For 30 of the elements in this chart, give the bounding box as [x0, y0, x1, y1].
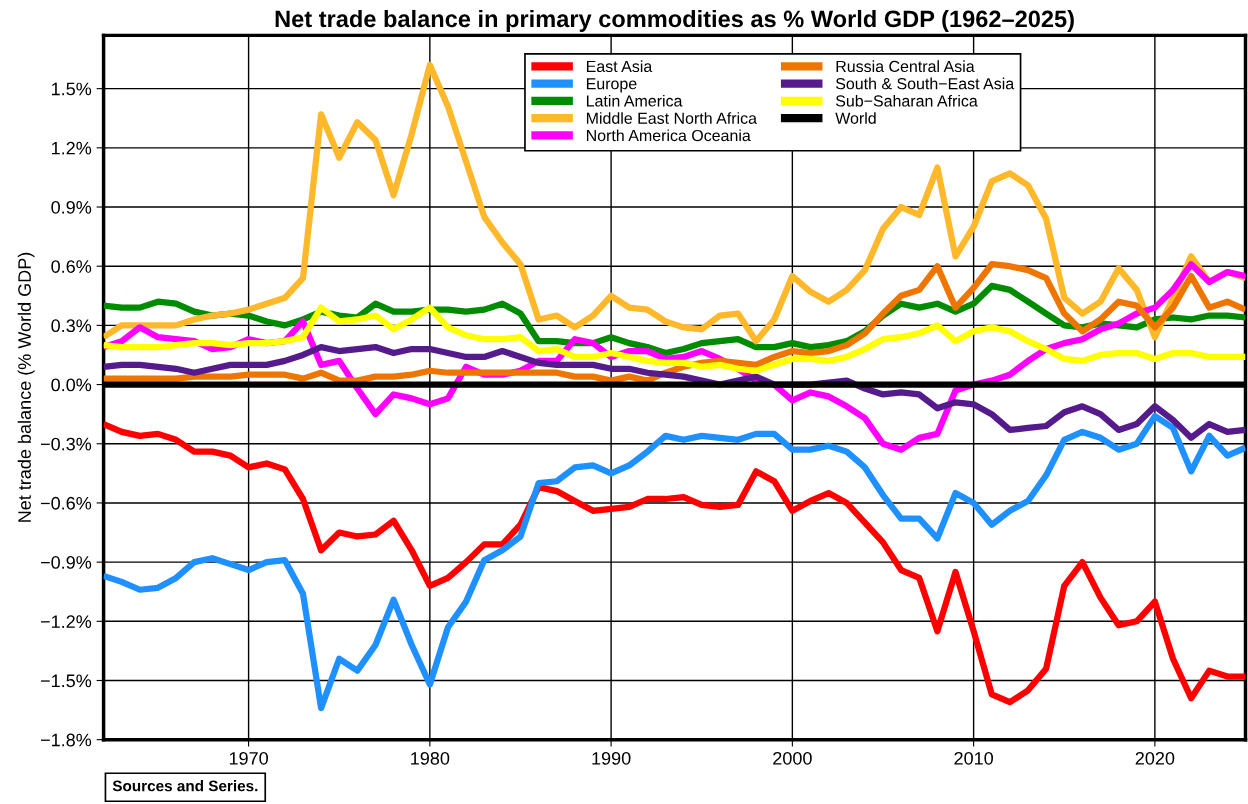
- legend-label: South & South−East Asia: [835, 77, 1015, 90]
- y-tick-label: 0.0%: [51, 378, 92, 392]
- legend-label: Sub−Saharan Africa: [835, 94, 978, 107]
- y-tick-label: 0.9%: [51, 200, 92, 214]
- y-tick-label: −0.6%: [40, 496, 92, 510]
- y-tick-label: −1.2%: [40, 615, 92, 628]
- legend-label: Latin America: [586, 94, 683, 107]
- y-tick-label: 0.3%: [51, 319, 92, 333]
- x-tick-label: 2020: [1135, 751, 1175, 765]
- legend-label: Europe: [586, 78, 637, 93]
- x-tick-label: 1980: [411, 751, 450, 765]
- legend-label: East Asia: [586, 60, 653, 73]
- y-tick-label: −1.5%: [40, 674, 92, 688]
- y-tick-label: 1.5%: [52, 82, 92, 96]
- y-tick-label: −0.3%: [40, 437, 92, 451]
- y-tick-label: −0.9%: [40, 556, 92, 569]
- x-tick-label: 1970: [229, 751, 268, 765]
- legend-label: Russia Central Asia: [836, 60, 975, 73]
- legend-label: World: [835, 112, 876, 124]
- y-tick-label: 0.6%: [51, 260, 92, 273]
- y-tick-label: −1.8%: [40, 733, 92, 747]
- legend-label: Middle East North Africa: [586, 112, 757, 124]
- legend-label: North America Oceania: [586, 129, 751, 142]
- y-tick-label: 1.2%: [52, 141, 92, 155]
- x-tick-label: 2000: [773, 751, 812, 765]
- x-tick-label: 1990: [592, 751, 631, 765]
- source-note: Sources and Series.: [112, 780, 258, 792]
- x-tick-label: 2010: [954, 751, 993, 765]
- y-axis-title: Net trade balance (% World GDP): [17, 252, 35, 522]
- chart-title: Net trade balance in primary commodities as % World GDP (1962–2025): [275, 9, 1074, 32]
